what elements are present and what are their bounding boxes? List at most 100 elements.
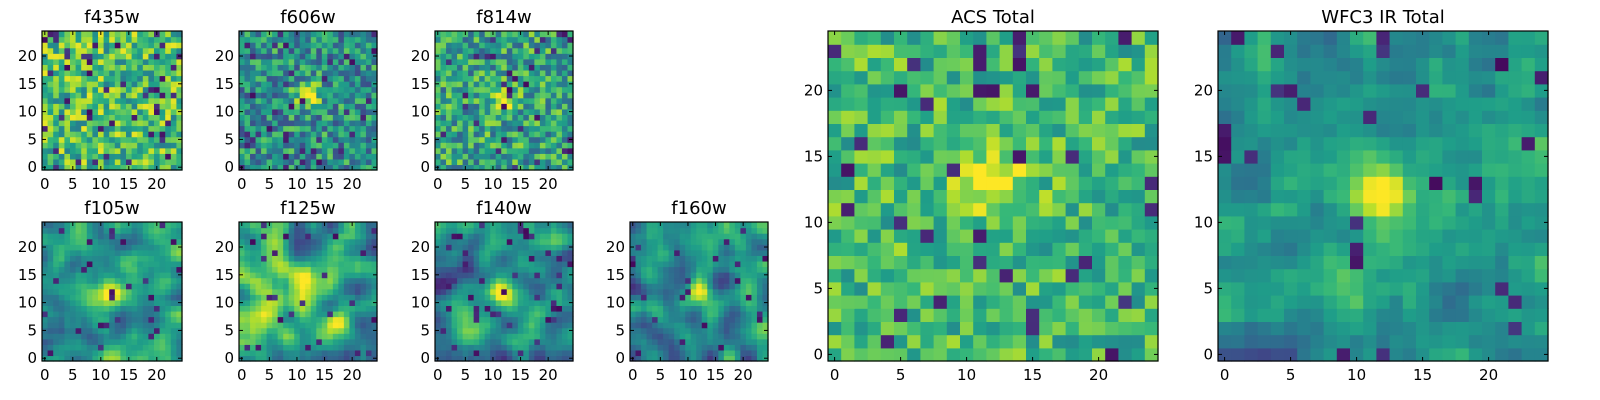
heatmap-cell — [338, 75, 345, 82]
heatmap-cell — [332, 249, 339, 256]
heatmap-cell — [159, 125, 166, 132]
heatmap-cell — [266, 338, 273, 345]
heatmap-cell — [126, 316, 133, 323]
heatmap-cell — [338, 158, 345, 166]
heatmap-cell — [451, 338, 458, 345]
heatmap-cell — [92, 86, 99, 93]
heatmap-cell — [170, 333, 177, 340]
heatmap-cell — [1078, 202, 1093, 217]
heatmap-cell — [294, 136, 301, 143]
heatmap-cell — [556, 338, 563, 345]
heatmap-cell — [283, 97, 290, 104]
heatmap-cell — [154, 344, 161, 351]
heatmap-cell — [360, 36, 367, 43]
heatmap-cell — [371, 277, 378, 284]
heatmap-cell — [440, 114, 447, 121]
heatmap-cell — [176, 131, 183, 138]
heatmap-cell — [70, 260, 77, 268]
heatmap-cell — [828, 163, 842, 177]
heatmap-cell — [365, 47, 373, 54]
heatmap-cell — [354, 333, 362, 340]
heatmap-cell — [756, 227, 764, 234]
panel-title: f606w — [280, 7, 335, 28]
heatmap-cell — [81, 316, 88, 323]
heatmap-cell — [332, 31, 339, 38]
heatmap-cell — [1012, 295, 1027, 309]
heatmap-cell — [663, 310, 670, 318]
heatmap-cell — [545, 299, 552, 306]
heatmap-cell — [468, 69, 475, 77]
heatmap-cell — [81, 36, 88, 43]
heatmap-cell — [561, 244, 569, 251]
heatmap-cell — [299, 92, 306, 99]
heatmap-cell — [451, 147, 458, 154]
heatmap-cell — [740, 283, 747, 290]
heatmap-cell — [1144, 295, 1159, 309]
heatmap-cell — [506, 64, 513, 71]
heatmap-cell — [446, 355, 453, 362]
heatmap-cell — [131, 294, 138, 301]
heatmap-cell — [316, 53, 323, 60]
heatmap-cell — [148, 81, 155, 88]
heatmap-cell — [64, 327, 71, 334]
heatmap-cell — [652, 227, 659, 234]
heatmap-cell — [365, 53, 373, 60]
heatmap-cell — [283, 136, 290, 143]
heatmap-cell — [490, 119, 497, 127]
heatmap-cell — [506, 114, 513, 121]
heatmap-cell — [159, 86, 166, 93]
heatmap-cell — [740, 260, 747, 268]
heatmap-cell — [729, 260, 736, 268]
heatmap-cell — [501, 47, 508, 54]
heatmap-cell — [103, 136, 110, 143]
heatmap-cell — [539, 153, 546, 160]
heatmap-cell — [523, 97, 530, 104]
heatmap-cell — [283, 349, 290, 357]
heatmap-cell — [354, 36, 362, 43]
heatmap-cell — [1052, 334, 1067, 349]
heatmap-cell — [332, 266, 339, 273]
heatmap-cell — [109, 233, 116, 240]
heatmap-cell — [523, 42, 530, 49]
heatmap-cell — [534, 288, 541, 295]
heatmap-cell — [880, 295, 895, 309]
heatmap-cell — [305, 53, 312, 60]
heatmap-cell — [126, 305, 133, 312]
heatmap-cell — [332, 305, 339, 312]
heatmap-cell — [484, 238, 491, 245]
heatmap-cell — [468, 36, 475, 43]
heatmap-cell — [360, 299, 367, 306]
heatmap-cell — [332, 316, 339, 323]
heatmap-cell — [53, 164, 60, 171]
heatmap-cell — [131, 153, 138, 160]
heatmap-cell — [854, 242, 869, 256]
heatmap-cell — [506, 233, 513, 240]
heatmap-cell — [1118, 229, 1133, 243]
heatmap-cell — [685, 310, 692, 318]
heatmap-cell — [58, 327, 65, 334]
heatmap-cell — [109, 136, 116, 143]
heatmap-cell — [690, 222, 697, 229]
heatmap-cell — [545, 288, 552, 295]
heatmap-cell — [294, 349, 301, 357]
heatmap-cell — [81, 255, 88, 262]
heatmap-cell — [468, 103, 475, 110]
heatmap-cell — [1039, 281, 1053, 296]
heatmap-cell — [501, 164, 508, 171]
heatmap-cell — [457, 249, 464, 256]
heatmap-cell — [142, 97, 149, 104]
heatmap-cell — [657, 266, 664, 273]
heatmap-cell — [451, 249, 458, 256]
heatmap-cell — [718, 227, 725, 234]
heatmap-cell — [142, 153, 149, 160]
y-tick-label: 10 — [18, 103, 37, 121]
heatmap-cell — [137, 305, 144, 312]
heatmap-cell — [762, 227, 769, 234]
heatmap-cell — [501, 69, 508, 77]
heatmap-cell — [512, 42, 519, 49]
heatmap-cell — [103, 288, 110, 295]
heatmap-cell — [646, 283, 653, 290]
heatmap-cell — [299, 338, 306, 345]
heatmap-cell — [148, 255, 155, 262]
